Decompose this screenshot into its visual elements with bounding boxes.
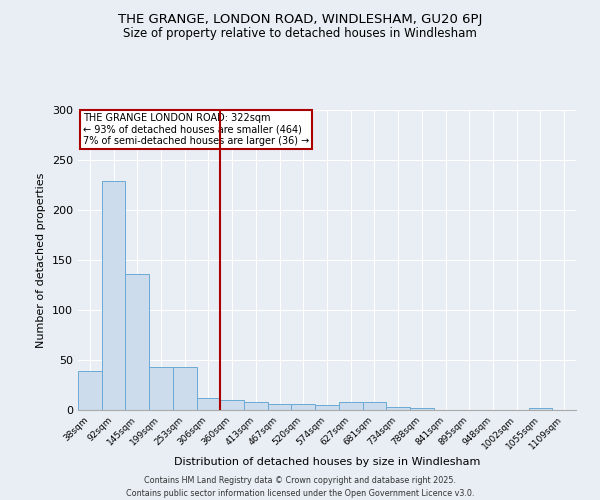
- Text: THE GRANGE, LONDON ROAD, WINDLESHAM, GU20 6PJ: THE GRANGE, LONDON ROAD, WINDLESHAM, GU2…: [118, 12, 482, 26]
- Bar: [268, 404, 292, 410]
- Bar: [220, 400, 244, 410]
- Bar: [529, 408, 552, 410]
- Bar: [125, 274, 149, 410]
- Bar: [292, 404, 315, 410]
- Bar: [410, 408, 434, 410]
- Bar: [244, 402, 268, 410]
- Bar: [386, 407, 410, 410]
- Y-axis label: Number of detached properties: Number of detached properties: [37, 172, 46, 348]
- X-axis label: Distribution of detached houses by size in Windlesham: Distribution of detached houses by size …: [174, 456, 480, 466]
- Text: Size of property relative to detached houses in Windlesham: Size of property relative to detached ho…: [123, 28, 477, 40]
- Bar: [173, 367, 197, 410]
- Text: Contains HM Land Registry data © Crown copyright and database right 2025.
Contai: Contains HM Land Registry data © Crown c…: [126, 476, 474, 498]
- Bar: [362, 402, 386, 410]
- Text: THE GRANGE LONDON ROAD: 322sqm
← 93% of detached houses are smaller (464)
7% of : THE GRANGE LONDON ROAD: 322sqm ← 93% of …: [83, 113, 309, 146]
- Bar: [197, 398, 220, 410]
- Bar: [339, 402, 362, 410]
- Bar: [149, 367, 173, 410]
- Bar: [78, 371, 102, 410]
- Bar: [102, 181, 125, 410]
- Bar: [315, 405, 339, 410]
